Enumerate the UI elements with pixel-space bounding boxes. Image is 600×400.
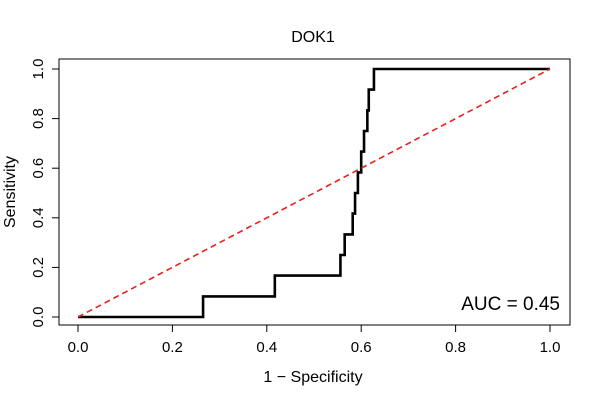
- x-axis: 0.0 0.2 0.4 0.6 0.8 1.0: [68, 324, 561, 356]
- y-tick-label: 0.6: [30, 158, 47, 179]
- y-tick-label: 0.0: [30, 307, 47, 328]
- series-layer: [77, 67, 551, 319]
- plot-frame: [58, 58, 571, 326]
- x-tick-label: 0.4: [256, 339, 277, 356]
- x-tick-label: 0.2: [162, 339, 183, 356]
- y-axis: 0.0 0.2 0.4 0.6 0.8 1.0: [30, 59, 60, 328]
- auc-annotation: AUC = 0.45: [461, 294, 560, 315]
- x-tick-label: 0.0: [68, 339, 89, 356]
- roc-curve-line: [78, 67, 550, 319]
- x-tick-label: 0.8: [445, 339, 466, 356]
- x-axis-label: 1 − Specificity: [263, 369, 362, 386]
- chance-diagonal-line: [77, 68, 551, 318]
- y-tick-label: 0.8: [30, 108, 47, 129]
- x-tick-label: 1.0: [540, 339, 561, 356]
- y-tick-label: 0.2: [30, 257, 47, 278]
- chart-title: DOK1: [291, 29, 335, 46]
- x-tick-label: 0.6: [351, 339, 372, 356]
- y-tick-label: 1.0: [30, 59, 47, 80]
- y-tick-label: 0.4: [30, 207, 47, 228]
- y-axis-label: Sensitivity: [2, 156, 19, 228]
